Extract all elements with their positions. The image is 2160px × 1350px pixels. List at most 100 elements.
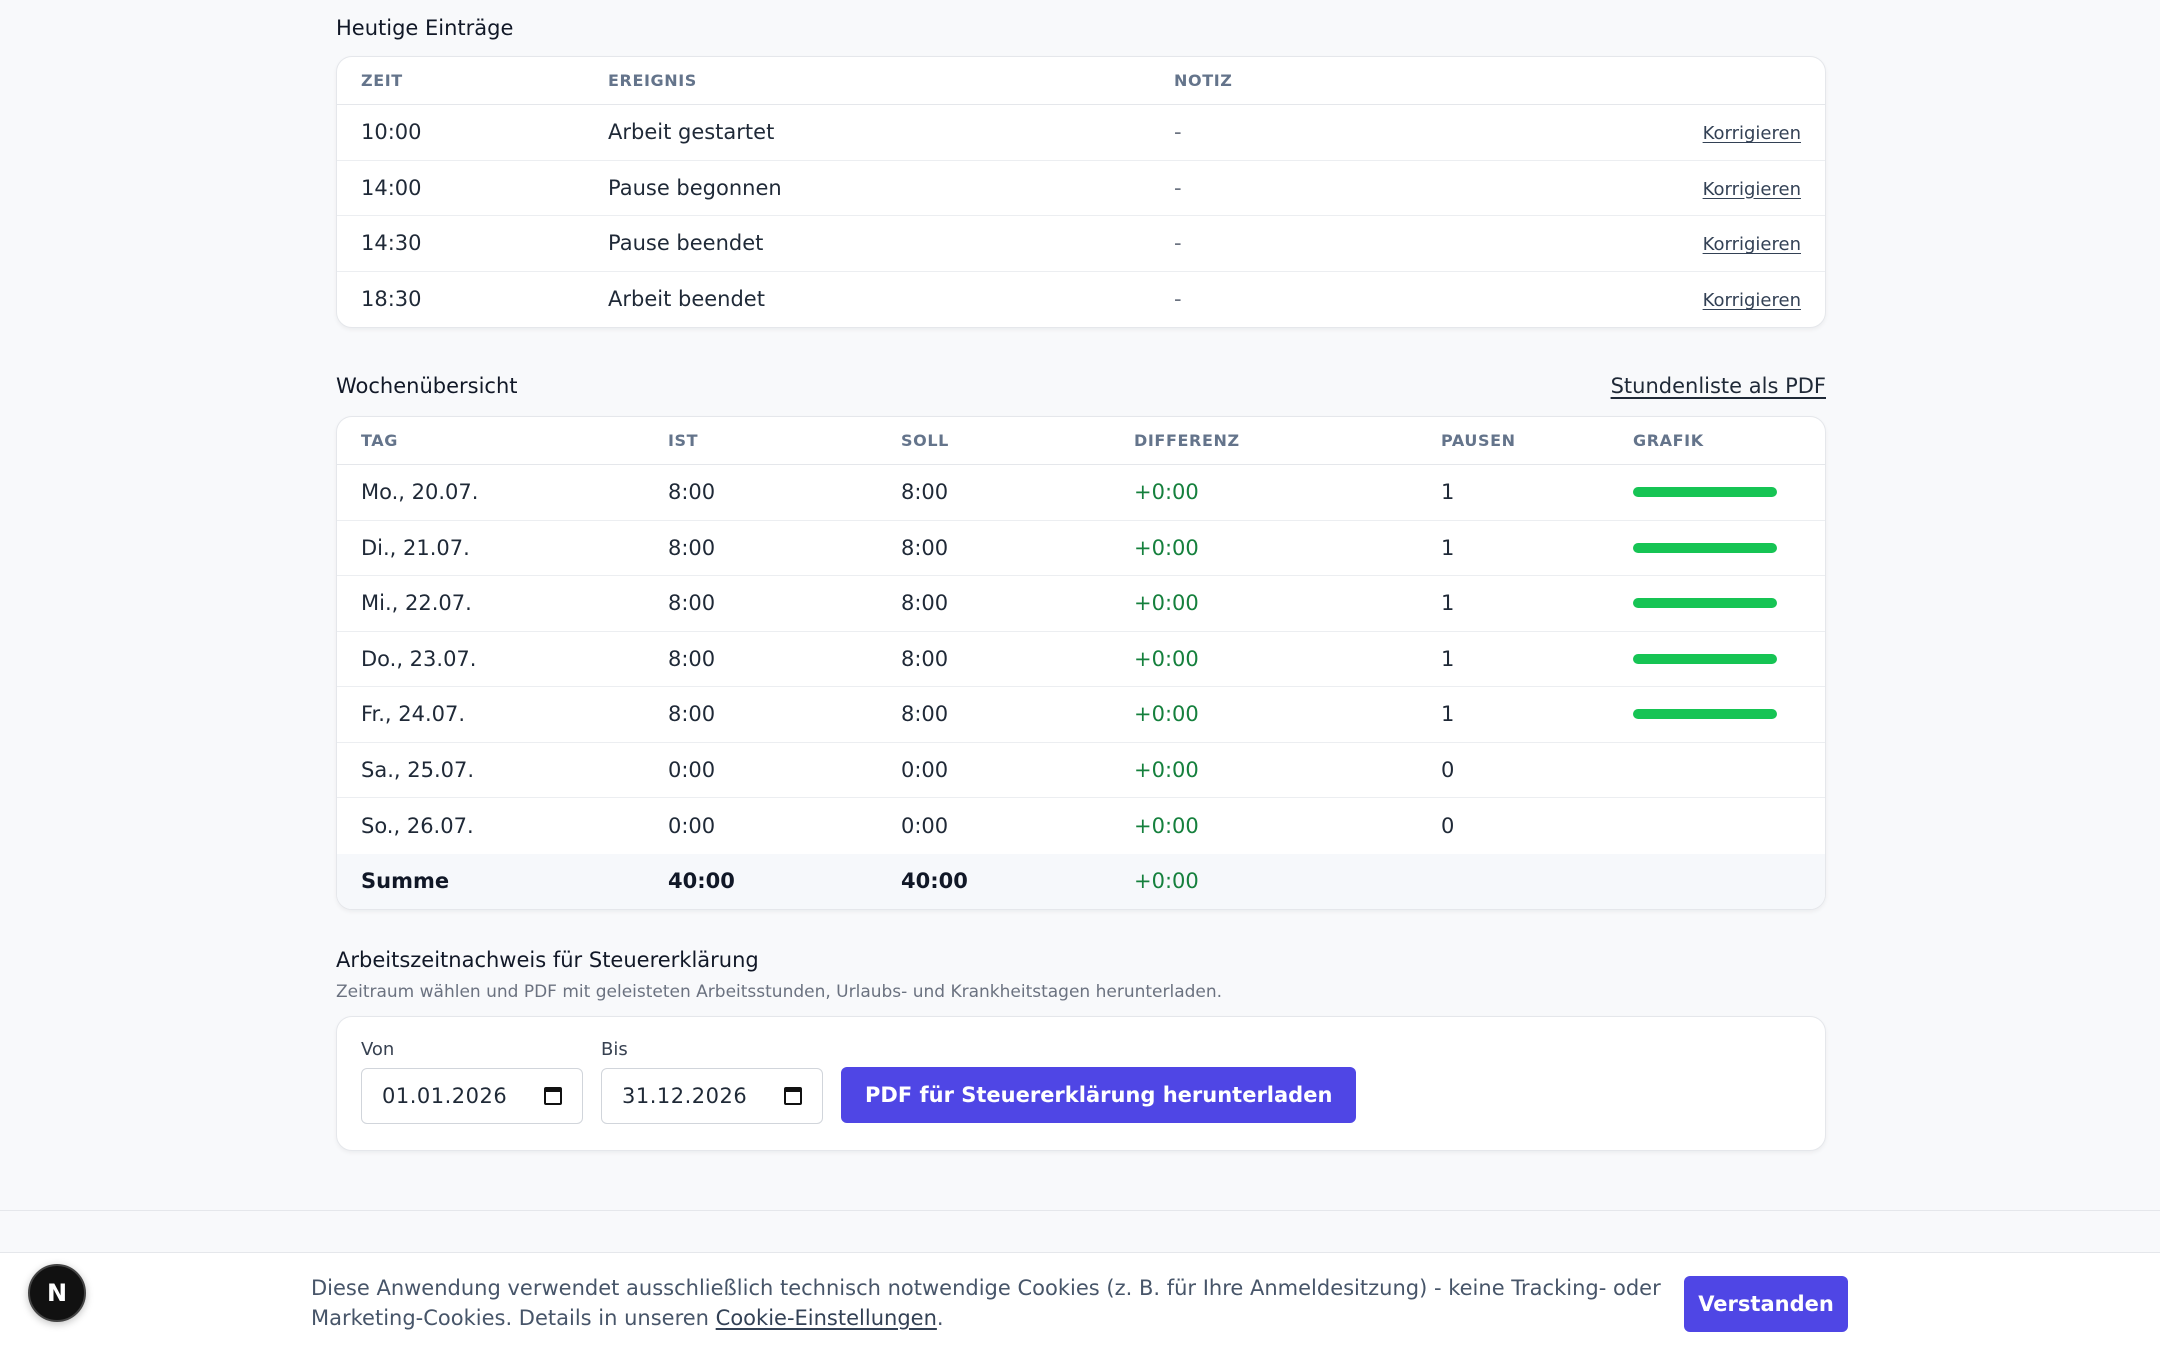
day-soll: 8:00: [901, 480, 949, 505]
progress-bar-fill: [1633, 542, 1777, 553]
week-sum-row: Summe 40:00 40:00 +0:00: [337, 853, 1825, 909]
entry-note: -: [1174, 175, 1182, 200]
day-ist: 8:00: [668, 591, 716, 616]
correct-link[interactable]: Korrigieren: [1702, 234, 1801, 256]
week-row: Sa., 25.07. 0:00 0:00 +0:00 0: [337, 743, 1825, 798]
tax-subtitle: Zeitraum wählen und PDF mit geleisteten …: [336, 982, 1223, 1002]
day-grafik: [1633, 487, 1825, 498]
entry-actions: Korrigieren: [1645, 120, 1825, 144]
today-row: 18:30 Arbeit beendet - Korrigieren: [337, 272, 1825, 328]
day-grafik: [1633, 765, 1825, 775]
day-ist: 0:00: [668, 757, 716, 782]
col-zeit: ZEIT: [361, 71, 403, 90]
from-field: Von 01.01.2026: [361, 1039, 583, 1124]
week-title: Wochenübersicht: [336, 374, 518, 398]
day-pausen: 0: [1441, 757, 1455, 782]
calendar-icon[interactable]: [544, 1087, 562, 1105]
day-pausen: 1: [1441, 702, 1455, 727]
to-date-input[interactable]: 31.12.2026: [601, 1068, 823, 1124]
entry-event: Pause beendet: [608, 231, 764, 256]
entry-note: -: [1174, 120, 1182, 145]
day-ist: 8:00: [668, 702, 716, 727]
hours-pdf-link[interactable]: Stundenliste als PDF: [1610, 374, 1826, 398]
day-pausen: 1: [1441, 480, 1455, 505]
col-tag: TAG: [361, 431, 398, 450]
col-ereignis: EREIGNIS: [608, 71, 697, 90]
cookie-banner: Diese Anwendung verwendet ausschließlich…: [0, 1252, 2160, 1350]
to-label: Bis: [601, 1039, 628, 1060]
progress-bar: [1633, 709, 1777, 720]
sum-label: Summe: [361, 869, 450, 894]
from-date-value: 01.01.2026: [382, 1084, 508, 1108]
entry-note: -: [1174, 231, 1182, 256]
entry-time: 10:00: [361, 120, 422, 145]
progress-bar-fill: [1633, 653, 1777, 664]
today-rows: 10:00 Arbeit gestartet - Korrigieren 14:00 Pa…: [337, 105, 1825, 327]
from-date-input[interactable]: 01.01.2026: [361, 1068, 583, 1124]
correct-link[interactable]: Korrigieren: [1702, 178, 1801, 200]
week-row: Mi., 22.07. 8:00 8:00 +0:00 1: [337, 576, 1825, 632]
week-row: Mo., 20.07. 8:00 8:00 +0:00 1: [337, 465, 1825, 521]
today-row: 10:00 Arbeit gestartet - Korrigieren: [337, 105, 1825, 161]
tax-title: Arbeitszeitnachweis für Steuererklärung: [336, 948, 759, 972]
correct-link[interactable]: Korrigieren: [1702, 290, 1801, 312]
day-label: Do., 23.07.: [361, 646, 477, 671]
progress-bar: [1633, 821, 1777, 831]
day-ist: 8:00: [668, 646, 716, 671]
progress-bar-fill: [1633, 598, 1777, 609]
to-date-value: 31.12.2026: [622, 1084, 748, 1108]
week-row: Fr., 24.07. 8:00 8:00 +0:00 1: [337, 687, 1825, 743]
tax-form: Von 01.01.2026 Bis 31.12.2026 PDF für St…: [336, 1016, 1826, 1151]
progress-bar-fill: [1633, 487, 1777, 498]
entry-actions: Korrigieren: [1645, 231, 1825, 255]
from-label: Von: [361, 1039, 395, 1060]
footer-divider: [0, 1210, 2160, 1211]
entry-event: Arbeit gestartet: [608, 120, 775, 145]
to-field: Bis 31.12.2026: [601, 1039, 823, 1124]
sum-soll: 40:00: [901, 869, 968, 894]
main-content: Heutige Einträge ZEIT EREIGNIS NOTIZ 10:…: [336, 0, 1826, 1151]
cookie-text-after: .: [936, 1306, 944, 1330]
entry-time: 14:00: [361, 175, 422, 200]
today-header: Heutige Einträge: [336, 16, 1826, 40]
day-diff: +0:00: [1134, 646, 1199, 671]
today-title: Heutige Einträge: [336, 16, 514, 40]
entry-actions: Korrigieren: [1645, 287, 1825, 311]
today-row: 14:30 Pause beendet - Korrigieren: [337, 216, 1825, 272]
entry-time: 14:30: [361, 231, 422, 256]
day-diff: +0:00: [1134, 480, 1199, 505]
week-rows: Mo., 20.07. 8:00 8:00 +0:00 1 Di., 21.07. 8:00…: [337, 465, 1825, 854]
col-notiz: NOTIZ: [1174, 71, 1233, 90]
day-grafik: [1633, 709, 1825, 720]
progress-bar: [1633, 765, 1777, 775]
entry-actions: Korrigieren: [1645, 176, 1825, 200]
correct-link[interactable]: Korrigieren: [1702, 123, 1801, 145]
day-soll: 8:00: [901, 702, 949, 727]
day-pausen: 1: [1441, 591, 1455, 616]
day-pausen: 1: [1441, 535, 1455, 560]
col-soll: SOLL: [901, 431, 949, 450]
sum-ist: 40:00: [668, 869, 735, 894]
cookie-text: Diese Anwendung verwendet ausschließlich…: [311, 1273, 1671, 1333]
today-row: 14:00 Pause begonnen - Korrigieren: [337, 161, 1825, 216]
week-row: Do., 23.07. 8:00 8:00 +0:00 1: [337, 632, 1825, 687]
accept-cookies-button[interactable]: Verstanden: [1684, 1276, 1848, 1332]
cookie-settings-link[interactable]: Cookie-Einstellungen: [715, 1306, 937, 1330]
entry-event: Arbeit beendet: [608, 287, 765, 312]
dev-tools-badge[interactable]: N: [28, 1264, 86, 1322]
day-diff: +0:00: [1134, 813, 1199, 838]
calendar-icon[interactable]: [784, 1087, 802, 1105]
day-ist: 8:00: [668, 535, 716, 560]
day-diff: +0:00: [1134, 702, 1199, 727]
day-grafik: [1633, 653, 1825, 664]
progress-bar: [1633, 487, 1777, 498]
entry-note: -: [1174, 287, 1182, 312]
today-table: ZEIT EREIGNIS NOTIZ 10:00 Arbeit gestarte…: [336, 56, 1826, 328]
day-label: So., 26.07.: [361, 813, 474, 838]
week-header: Wochenübersicht Stundenliste als PDF: [336, 374, 1826, 398]
day-label: Mi., 22.07.: [361, 591, 472, 616]
download-tax-pdf-button[interactable]: PDF für Steuererklärung herunterladen: [841, 1067, 1357, 1123]
progress-bar-fill: [1633, 709, 1777, 720]
day-grafik: [1633, 598, 1825, 609]
cookie-text-before: Diese Anwendung verwendet ausschließlich…: [311, 1276, 1661, 1330]
